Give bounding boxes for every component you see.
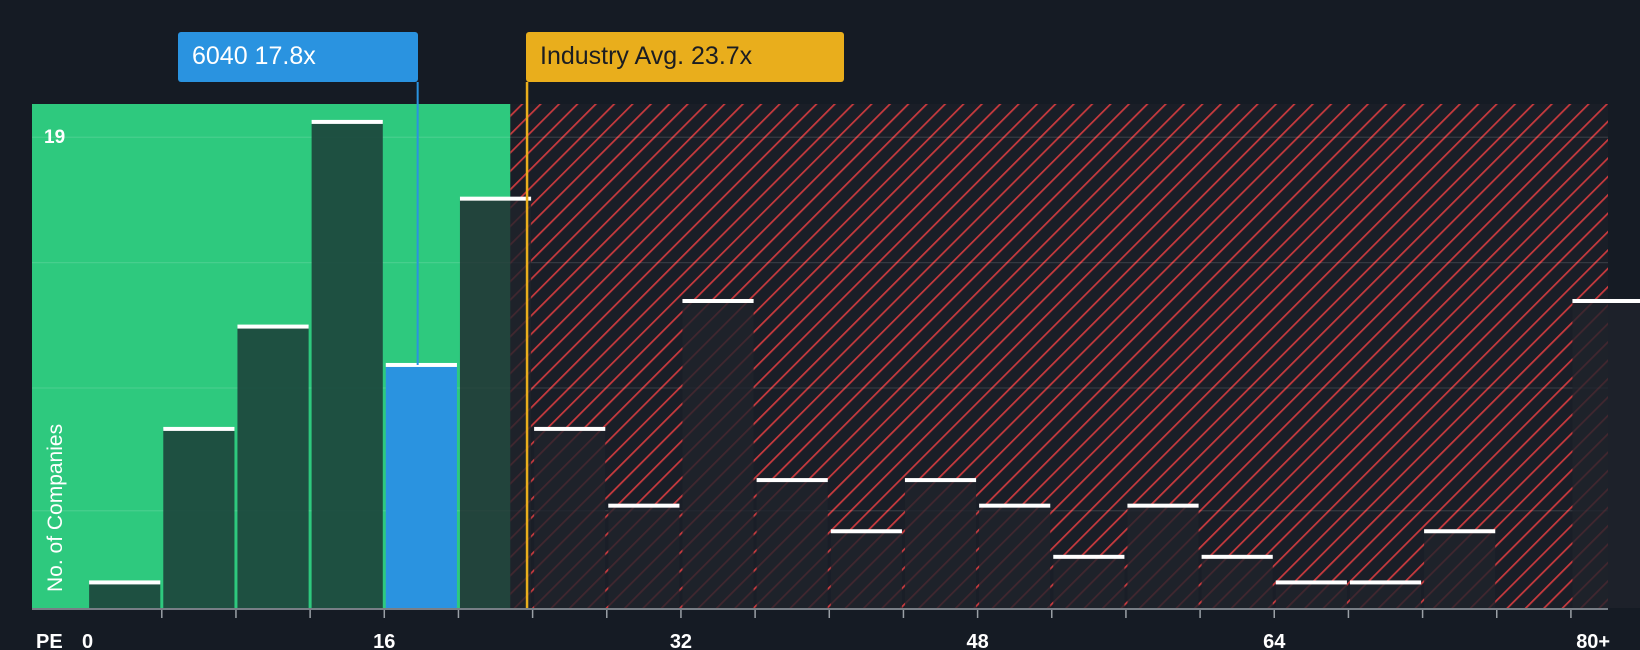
bar-72-76 [1424, 531, 1496, 608]
bar-4-8 [163, 428, 235, 608]
bar-52-56 [1053, 556, 1125, 608]
bar-0-4 [89, 582, 161, 608]
x-ticks: 0 16 32 48 64 80+ [82, 610, 1610, 650]
bar-44-48 [904, 480, 977, 608]
bar-20-24 [459, 198, 532, 608]
bar-top-cap [1349, 580, 1422, 585]
x-tick-label: 48 [966, 631, 988, 650]
bar-48-52 [979, 505, 1051, 608]
bar-28-32 [608, 505, 680, 608]
y-tick-max: 19 [44, 127, 65, 148]
bar-top-cap [608, 503, 680, 508]
bar-56-60 [1127, 505, 1199, 608]
bar-top-cap [682, 298, 754, 303]
bar-top-cap [1275, 580, 1347, 585]
bar-top-cap [385, 362, 457, 367]
bar-60-64 [1201, 556, 1273, 608]
bar-top-cap [1572, 298, 1640, 303]
bar-top-cap [89, 580, 161, 585]
bar-36-40 [756, 480, 828, 608]
company-pe-callout: 6040 17.8x [178, 32, 418, 82]
y-axis-label: No. of Companies [44, 424, 67, 592]
bar-top-cap [1053, 554, 1125, 559]
bar-top-cap [1424, 529, 1496, 534]
industry-avg-callout: Industry Avg. 23.7x [526, 32, 844, 82]
bar-top-cap [237, 324, 309, 329]
bar-8-12 [237, 326, 309, 608]
bar-top-cap [1127, 503, 1199, 508]
bar-24-28 [534, 428, 606, 608]
bar-68-72 [1349, 582, 1422, 608]
bar-top-cap [163, 426, 235, 431]
x-axis-label: PE [36, 631, 63, 650]
bar-40-44 [830, 531, 902, 608]
bar-top-cap [1201, 554, 1273, 559]
x-tick-label: 64 [1263, 631, 1286, 650]
bar-12-16 [311, 121, 383, 608]
bar-top-cap [830, 529, 902, 534]
bar-top-cap [979, 503, 1051, 508]
x-tick-label: 0 [82, 631, 93, 650]
bar-32-36 [682, 300, 754, 608]
bar-top-cap [534, 426, 606, 431]
bar-top-cap [459, 196, 532, 201]
bar-top-cap [311, 119, 383, 124]
bar-80-84 [1572, 300, 1640, 608]
bar-16-20 [385, 364, 457, 608]
bar-top-cap [904, 478, 977, 483]
bar-64-68 [1275, 582, 1347, 608]
x-tick-label: 32 [670, 631, 692, 650]
bars [89, 119, 1640, 608]
x-tick-label: 16 [373, 631, 395, 650]
bar-top-cap [756, 478, 828, 483]
x-tick-label: 80+ [1576, 631, 1610, 650]
